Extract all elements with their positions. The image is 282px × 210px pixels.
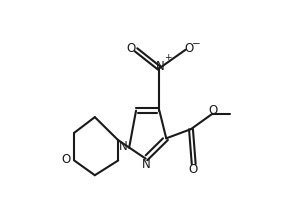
Text: N: N (142, 158, 151, 171)
Text: +: + (164, 52, 172, 62)
Text: O: O (184, 42, 193, 55)
Text: O: O (208, 104, 218, 117)
Text: N: N (156, 60, 165, 73)
Text: O: O (126, 42, 135, 55)
Text: O: O (188, 163, 197, 176)
Text: N: N (119, 140, 127, 153)
Text: −: − (192, 39, 201, 49)
Text: O: O (62, 153, 71, 166)
